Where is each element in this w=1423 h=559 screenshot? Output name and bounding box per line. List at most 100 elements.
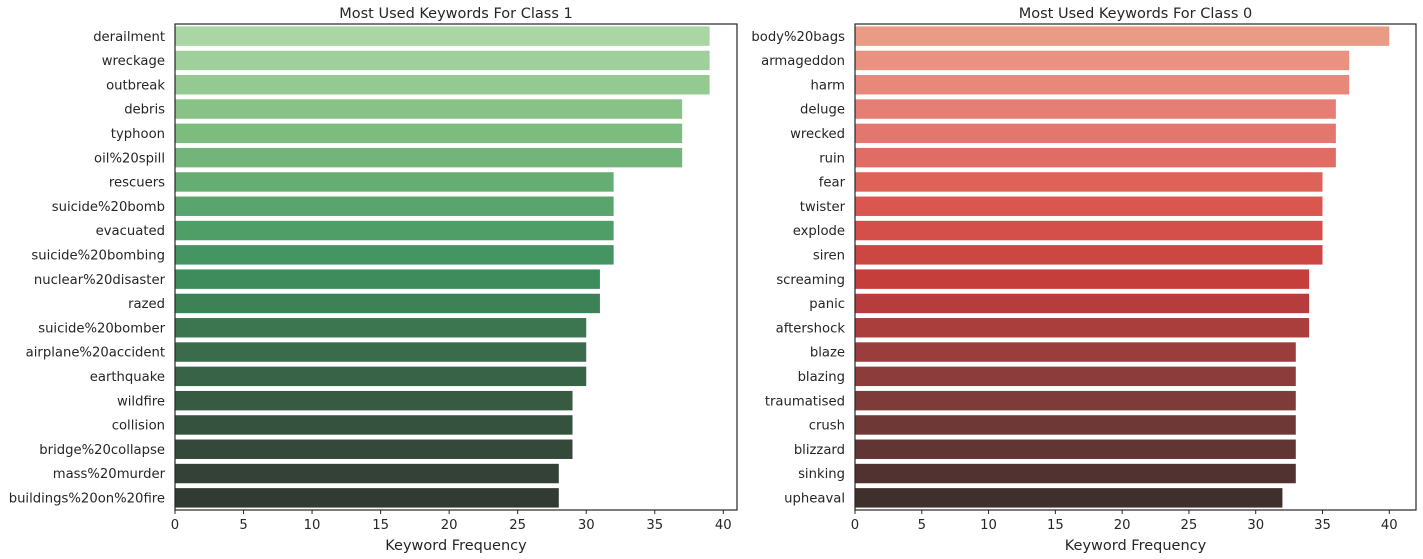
category-label: screaming [776, 273, 845, 288]
category-label: traumatised [765, 394, 845, 409]
category-label: aftershock [776, 321, 846, 336]
bar-screaming [855, 269, 1310, 289]
x-tick-label: 20 [1114, 518, 1131, 533]
bar-mass-20murder [175, 463, 559, 484]
bar-earthquake [175, 366, 587, 387]
bar-wildfire [175, 390, 573, 411]
bar-explode [855, 220, 1323, 241]
category-label: wrecked [790, 127, 845, 142]
x-tick-label: 35 [646, 518, 663, 533]
x-tick-label: 5 [918, 518, 926, 533]
category-label: wildfire [117, 394, 165, 409]
bar-debris [175, 99, 683, 119]
x-tick-label: 30 [578, 518, 595, 533]
x-tick-label: 20 [441, 518, 458, 533]
category-label: nuclear%20disaster [34, 273, 166, 288]
x-tick-label: 25 [509, 518, 526, 533]
category-label: mass%20murder [53, 467, 166, 482]
plot-frame [174, 23, 738, 511]
x-tick-label: 15 [372, 518, 389, 533]
chart-class-0: body%20bags armageddon harm deluge wrecked ru… [751, 6, 1417, 554]
bar-suicide-20bomber [175, 318, 587, 338]
category-label: blazing [798, 370, 845, 385]
x-tick-label: 25 [1181, 518, 1198, 533]
x-tick-label: 5 [239, 518, 247, 533]
bar-typhoon [175, 123, 683, 144]
bar-body-20bags [855, 26, 1390, 46]
bar-derailment [175, 26, 710, 46]
bar-ruin [855, 147, 1336, 168]
bar-rescuers [175, 172, 614, 192]
bar-suicide-20bomb [175, 196, 614, 216]
bar-wrecked [855, 123, 1336, 144]
bar-siren [855, 245, 1323, 265]
bar-outbreak [175, 75, 710, 95]
x-tick-label: 10 [980, 518, 997, 533]
bar-blizzard [855, 439, 1296, 459]
bar-deluge [855, 99, 1336, 119]
x-tick-label: 30 [1247, 518, 1264, 533]
category-label: twister [800, 200, 846, 215]
bar-armageddon [855, 50, 1350, 71]
bar-blazing [855, 366, 1296, 387]
x-tick-label: 40 [1381, 518, 1398, 533]
category-label: derailment [93, 30, 165, 45]
category-label: buildings%20on%20fire [9, 491, 165, 506]
category-label: collision [112, 419, 165, 434]
x-tick-label: 40 [715, 518, 732, 533]
category-label: deluge [800, 103, 845, 118]
bar-blaze [855, 342, 1296, 362]
chart-title: Most Used Keywords For Class 0 [1019, 6, 1252, 22]
bar-buildings-20on-20fire [175, 488, 559, 508]
bar-panic [855, 293, 1310, 314]
bar-collision [175, 415, 573, 435]
bar-aftershock [855, 318, 1310, 338]
category-label: blizzard [794, 443, 845, 458]
category-label: armageddon [761, 54, 845, 69]
category-label: fear [819, 176, 846, 191]
category-label: oil%20spill [94, 151, 165, 166]
bar-upheaval [855, 488, 1283, 508]
category-label: rescuers [109, 176, 165, 191]
chart-title: Most Used Keywords For Class 1 [339, 6, 572, 22]
category-label: suicide%20bombing [31, 248, 165, 263]
bar-harm [855, 75, 1350, 95]
x-tick-label: 10 [304, 518, 321, 533]
category-label: earthquake [90, 370, 165, 385]
bar-sinking [855, 463, 1296, 484]
category-label: body%20bags [751, 30, 845, 45]
plot-frame [854, 23, 1417, 511]
bar-razed [175, 293, 600, 314]
x-tick-label: 0 [851, 518, 859, 533]
category-label: evacuated [96, 224, 165, 239]
bar-traumatised [855, 390, 1296, 411]
category-label: siren [813, 248, 845, 263]
x-axis-label: Keyword Frequency [385, 538, 527, 554]
category-label: suicide%20bomb [52, 200, 165, 215]
bar-suicide-20bombing [175, 245, 614, 265]
category-label: explode [793, 224, 845, 239]
category-label: harm [811, 78, 845, 93]
category-label: bridge%20collapse [39, 443, 165, 458]
bar-nuclear-20disaster [175, 269, 600, 289]
category-label: ruin [819, 151, 845, 166]
category-label: typhoon [111, 127, 165, 142]
bar-wreckage [175, 50, 710, 71]
category-label: airplane%20accident [26, 346, 165, 361]
bar-airplane-20accident [175, 342, 587, 362]
bar-oil-20spill [175, 147, 683, 168]
category-label: wreckage [102, 54, 165, 69]
chart-class-1: derailment wreckage outbreak debris typhoon o… [9, 6, 738, 554]
x-tick-label: 0 [171, 518, 179, 533]
bar-crush [855, 415, 1296, 435]
category-label: sinking [798, 467, 845, 482]
x-tick-label: 35 [1314, 518, 1331, 533]
category-label: crush [809, 419, 845, 434]
bar-fear [855, 172, 1323, 192]
category-label: debris [124, 103, 165, 118]
bar-twister [855, 196, 1323, 216]
bar-bridge-20collapse [175, 439, 573, 459]
category-label: razed [128, 297, 165, 312]
x-axis-label: Keyword Frequency [1065, 538, 1207, 554]
